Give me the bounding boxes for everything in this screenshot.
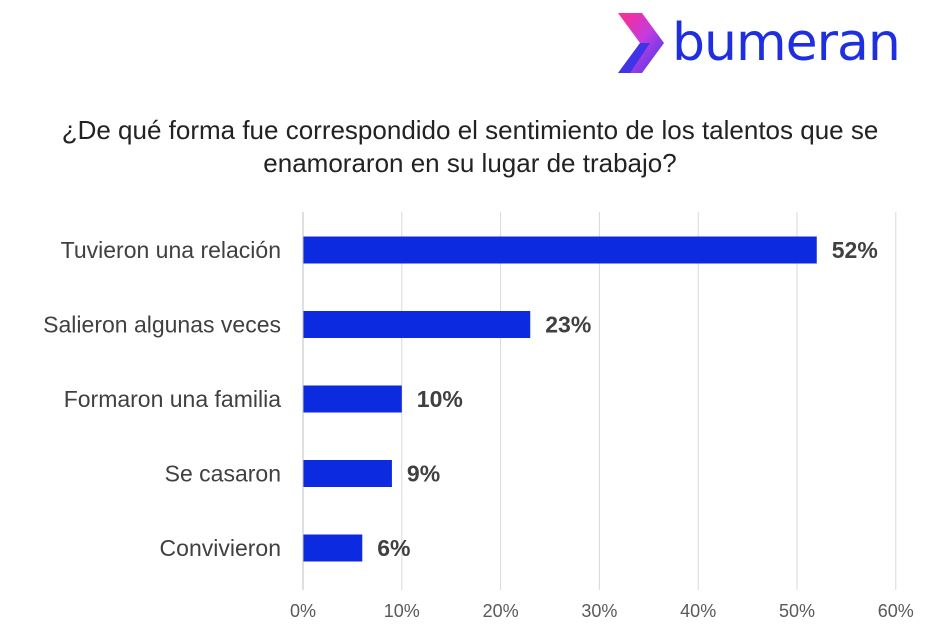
x-tick-label: 50% [779,601,815,621]
x-tick-label: 60% [878,601,914,621]
x-tick-label: 0% [290,601,316,621]
data-label: 23% [545,312,591,338]
bar [303,236,817,264]
bar [303,311,531,338]
category-label: Formaron una familia [64,386,282,412]
x-tick-label: 10% [384,601,420,621]
data-label: 10% [417,386,463,412]
category-label: Convivieron [160,535,281,561]
x-tick-label: 20% [483,601,519,621]
bumeran-wordmark: bumeran [672,13,901,73]
bumeran-logo-mark-icon [618,13,664,73]
data-label: 52% [832,237,878,263]
bar [303,385,402,413]
bar [303,534,363,562]
category-label: Salieron algunas veces [43,312,281,338]
bumeran-logo: bumeran [610,6,938,80]
data-label: 6% [377,535,410,561]
category-label: Se casaron [165,461,281,487]
category-label: Tuvieron una relación [61,237,281,263]
x-tick-label: 30% [581,601,617,621]
data-label: 9% [407,461,440,487]
x-tick-label: 40% [680,601,716,621]
chart-title: ¿De qué forma fue correspondido el senti… [61,115,879,178]
bar [303,460,392,487]
